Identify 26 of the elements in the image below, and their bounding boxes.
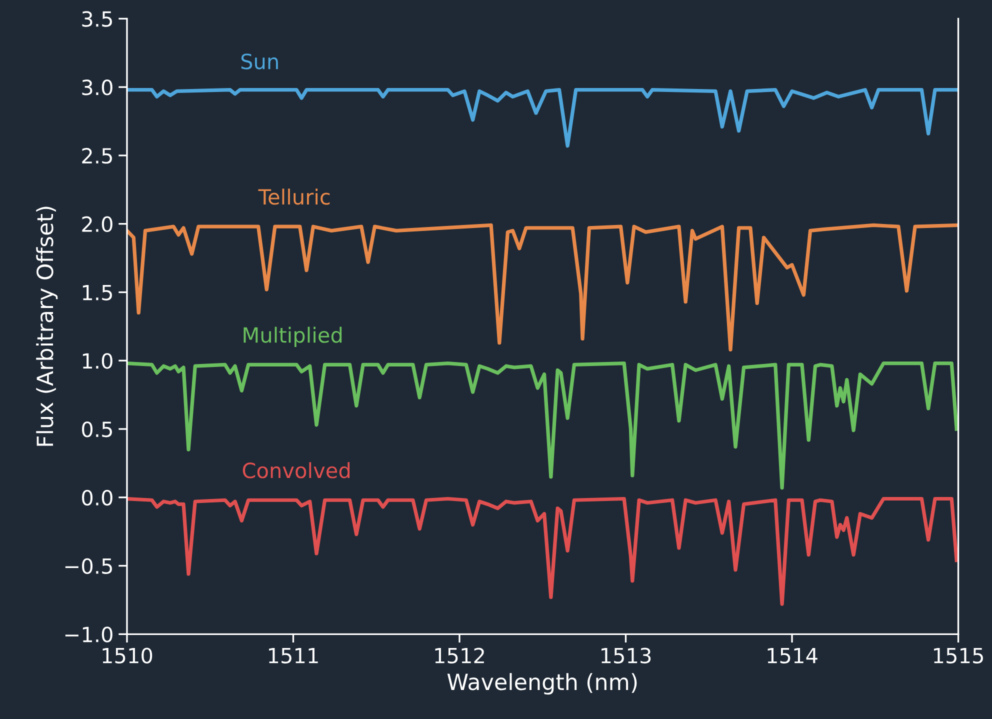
y-tick-label: −0.5 <box>65 558 112 574</box>
x-tick-label: 1510 <box>102 648 152 664</box>
series-label: Convolved <box>242 462 350 478</box>
x-tick-label: 1511 <box>269 648 318 664</box>
series-label: Multiplied <box>244 326 342 347</box>
series-label: Sun <box>241 54 278 70</box>
line-series <box>126 223 958 352</box>
y-tick-label: 3.0 <box>82 80 112 96</box>
y-tick-label: 2.0 <box>82 216 112 232</box>
x-tick-label: 1514 <box>768 648 818 664</box>
y-tick-label: 0.0 <box>82 490 112 506</box>
y-tick-label: 3.5 <box>82 11 112 27</box>
y-tick-label: 1.0 <box>82 353 112 369</box>
line-series <box>126 496 958 606</box>
x-axis-title: Wavelength (nm) <box>447 673 637 695</box>
x-tick-label: 1512 <box>435 648 484 664</box>
series-label: Telluric <box>258 188 330 205</box>
x-tick-label: 1513 <box>602 648 651 664</box>
line-series <box>126 88 958 148</box>
y-axis-title: Flux (Arbitrary Offset) <box>36 206 58 446</box>
y-tick-label: −1.0 <box>65 626 112 642</box>
y-tick-label: 0.5 <box>82 421 112 438</box>
y-tick-label: 1.5 <box>82 284 112 300</box>
y-tick-label: 2.5 <box>82 148 112 164</box>
x-tick-label: 1515 <box>934 648 983 664</box>
line-series <box>126 362 958 490</box>
